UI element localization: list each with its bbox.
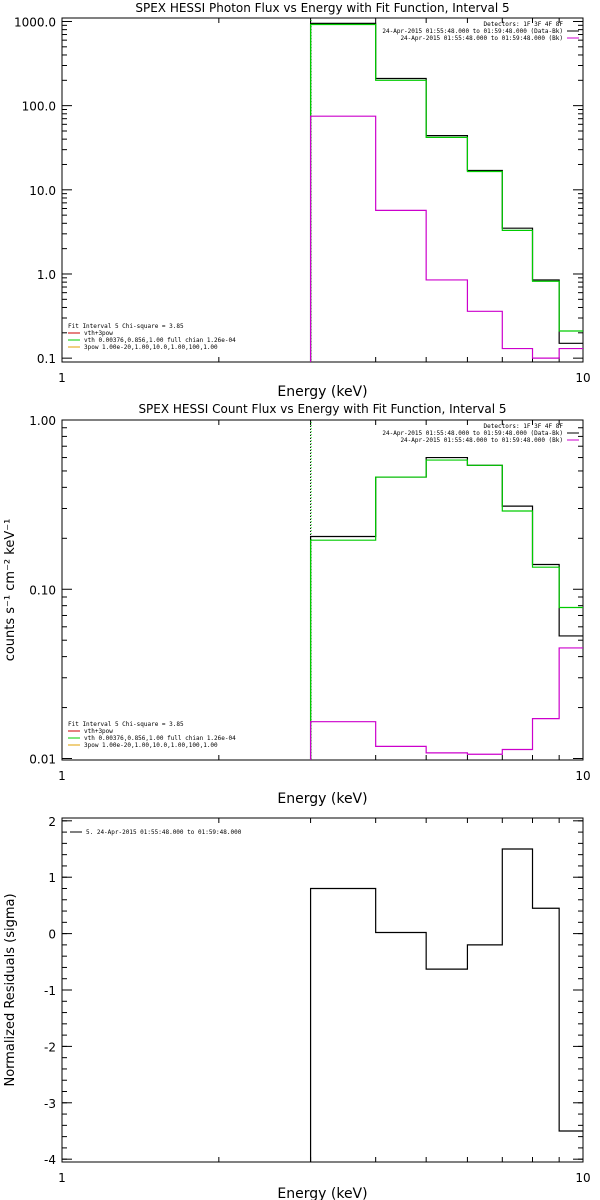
chart-panel-1: SPEX HESSI Photon Flux vs Energy with Fi… [14,1,591,400]
legend-bottom-header: Fit Interval 5 Chi-square = 3.85 [68,323,184,330]
y-tick-label: 0.1 [37,352,56,366]
legend-top-entry: Detectors: 1F 3F 4F 8F [484,423,564,430]
y-tick-label: 1000.0 [14,15,56,29]
y-tick-label: 1.0 [37,268,56,282]
legend-bottom-entry: vth 0.00376,0.856,1.00 full chian 1.26e-… [84,337,236,344]
chart-panel-2: SPEX HESSI Count Flux vs Energy with Fit… [3,402,591,807]
y-tick-label: -1 [44,984,56,998]
x-tick-label: 1 [58,1171,66,1185]
y-tick-label: 100.0 [22,100,56,114]
x-axis-label: Energy (keV) [277,791,367,807]
x-tick-label: 1 [58,769,66,783]
y-tick-label: 2 [48,815,56,829]
x-tick-label: 10 [575,371,590,385]
series-2-line [309,459,583,760]
series-1-line [309,22,583,362]
legend-top-entry: 24-Apr-2015 01:55:48.000 to 01:59:48.000… [400,35,563,42]
plot-frame [61,17,584,363]
chart-title: SPEX HESSI Photon Flux vs Energy with Fi… [135,1,509,15]
y-axis-label: Normalized Residuals (sigma) [3,893,18,1086]
series-1-line [309,456,583,760]
y-tick-label: 0.10 [29,583,56,597]
legend-bottom-entry: vth 0.00376,0.856,1.00 full chian 1.26e-… [84,735,236,742]
legend-bottom-header: Fit Interval 5 Chi-square = 3.85 [68,721,184,728]
y-tick-label: 1 [48,871,56,885]
y-tick-label: 1.00 [29,414,56,428]
x-tick-label: 10 [575,1171,590,1185]
chart-title: SPEX HESSI Count Flux vs Energy with Fit… [138,402,506,416]
y-tick-label: -4 [44,1153,56,1167]
y-axis-label: counts s⁻¹ cm⁻² keV⁻¹ [3,519,18,662]
series-2-line [309,23,583,362]
legend-bottom-entry: vth+3pow [84,728,113,735]
y-tick-label: -3 [44,1097,56,1111]
legend-top-entry: 24-Apr-2015 01:55:48.000 to 01:59:48.000… [382,28,563,35]
series-1-line [309,848,583,1162]
legend-top-entry: 24-Apr-2015 01:55:48.000 to 01:59:48.000… [400,437,563,444]
legend-bottom-entry: 3pow 1.00e-20,1.00,10.0,1.00,100,1.00 [84,344,218,351]
y-tick-label: 0 [48,928,56,942]
series-3-line [309,647,583,760]
x-axis-label: Energy (keV) [277,1186,367,1200]
y-tick-label: -2 [44,1040,56,1054]
y-tick-label: 0.01 [29,753,56,767]
plot-frame [61,419,584,761]
x-tick-label: 1 [58,371,66,385]
legend-bottom-entry: vth+3pow [84,330,113,337]
x-tick-label: 10 [575,769,590,783]
legend-top-entry: 5. 24-Apr-2015 01:55:48.000 to 01:59:48.… [86,829,242,836]
y-tick-label: 10.0 [29,184,56,198]
legend-bottom-entry: 3pow 1.00e-20,1.00,10.0,1.00,100,1.00 [84,742,218,749]
legend-top-entry: Detectors: 1F 3F 4F 8F [484,21,564,28]
x-axis-label: Energy (keV) [277,384,367,400]
plot-frame [61,817,584,1163]
legend-top-entry: 24-Apr-2015 01:55:48.000 to 01:59:48.000… [382,430,563,437]
series-3-line [309,115,583,362]
